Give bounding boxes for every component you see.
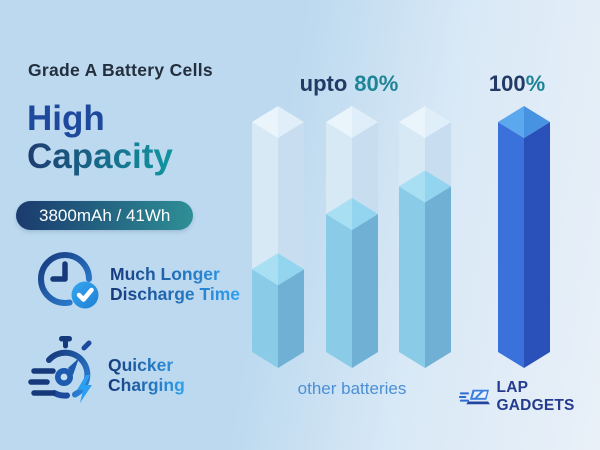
label-other-batteries-percent: upto 80%	[279, 71, 419, 97]
label-100-prefix: 100	[488, 71, 526, 96]
bar-other-battery-2	[326, 198, 378, 368]
stopwatch-needle	[55, 358, 79, 386]
caption-other-batteries: other batteries	[297, 379, 407, 398]
feature-discharge-line1: Much Longer	[110, 264, 240, 284]
bar-other-battery-1	[252, 253, 304, 368]
feature-discharge-line2: Discharge Time	[110, 284, 241, 304]
label-hero-percent: 100%	[447, 71, 587, 97]
brand-logo: LAP GADGETS	[459, 379, 600, 415]
stopwatch-bolt-icon	[28, 336, 92, 403]
bar-other-battery-3	[399, 170, 451, 368]
feature-charging-line1: Quicker	[108, 355, 185, 375]
brand-logo-text: LAP GADGETS	[496, 379, 575, 414]
feature-discharge: Much Longer Discharge Time	[110, 264, 240, 304]
headline-line1: High	[27, 99, 105, 138]
capacity-badge: 3800mAh / 41Wh	[16, 201, 194, 230]
kicker-title: Grade A Battery Cells	[28, 60, 213, 80]
label-80-prefix: upto	[299, 71, 348, 96]
headline-line2: Capacity	[27, 137, 173, 176]
clock-check-icon	[38, 252, 99, 309]
headline: High Capacity	[27, 100, 173, 176]
bar-lap-gadgets	[498, 106, 550, 368]
feature-charging: Quicker Charging	[108, 355, 185, 395]
label-80-value: 80%	[354, 71, 399, 96]
label-100-value: %	[525, 71, 546, 96]
feature-charging-line2: Charging	[108, 375, 185, 395]
speeding-laptop-icon	[459, 389, 490, 405]
